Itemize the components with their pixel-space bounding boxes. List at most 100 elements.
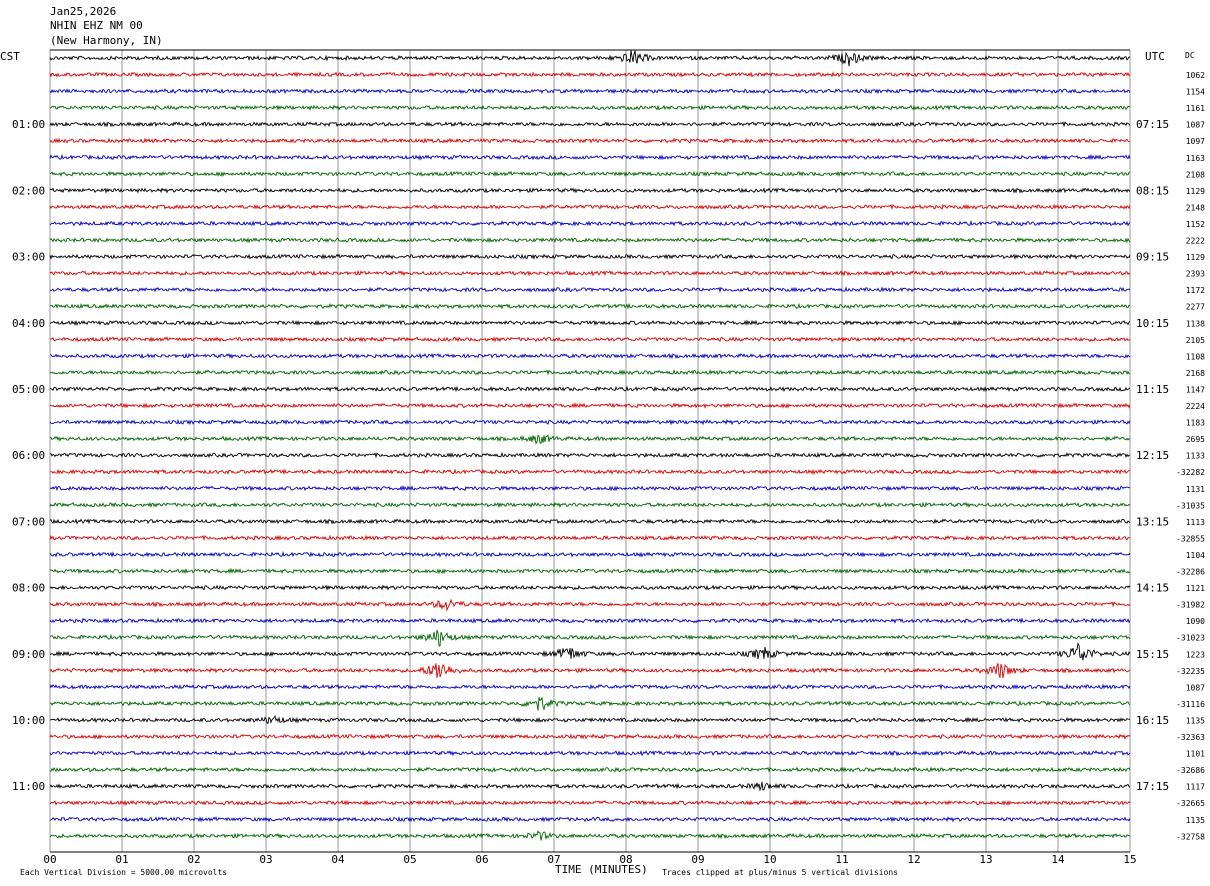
- x-tick-label: 15: [1123, 853, 1136, 866]
- trace-line-20: [49, 385, 1131, 393]
- dc-offset-label: 2695: [1186, 435, 1205, 444]
- dc-offset-label: -32686: [1176, 766, 1205, 775]
- trace-line-12: [49, 253, 1131, 260]
- x-axis-label: TIME (MINUTES): [555, 863, 648, 876]
- x-tick-label: 07: [547, 853, 560, 866]
- cst-hour-label: 11:00: [12, 780, 45, 793]
- dc-offset-label: 1129: [1186, 253, 1205, 262]
- location-label: (New Harmony, IN): [50, 34, 163, 47]
- dc-offset-label: -31116: [1176, 700, 1205, 709]
- trace-line-1: [49, 71, 1131, 78]
- cst-hour-label: 04:00: [12, 317, 45, 330]
- trace-line-4: [49, 121, 1131, 128]
- x-tick-label: 08: [619, 853, 632, 866]
- dc-offset-label: 1090: [1186, 617, 1205, 626]
- x-tick-label: 06: [475, 853, 488, 866]
- dc-offset-label: -31982: [1176, 601, 1205, 610]
- dc-offset-label: 1172: [1186, 286, 1205, 295]
- dc-offset-label: 1087: [1186, 121, 1205, 130]
- dc-offset-labels: 1062 1154 1161 1087 1097 1163 2108 1129 2148 1152…: [1176, 71, 1205, 841]
- right-timezone-label: UTC: [1145, 50, 1165, 63]
- minute-gridlines: [49, 49, 1131, 853]
- utc-hour-label: 12:15: [1136, 449, 1169, 462]
- utc-hour-label: 07:15: [1136, 118, 1169, 131]
- x-tick-label: 12: [907, 853, 920, 866]
- trace-line-25: [50, 468, 1131, 476]
- x-tick-labels: 00 01 02 03 04 05 06 07 08 09 10 11 12 13 14 15: [43, 853, 1136, 866]
- dc-offset-label: 1223: [1186, 650, 1205, 659]
- trace-line-21: [49, 402, 1131, 409]
- trace-line-6: [49, 153, 1131, 161]
- dc-header-label: DC: [1185, 51, 1195, 60]
- x-tick-label: 03: [259, 853, 272, 866]
- utc-hour-label: 13:15: [1136, 515, 1169, 528]
- trace-line-44: [49, 781, 1131, 792]
- clip-note: Traces clipped at plus/minus 5 vertical …: [662, 868, 898, 877]
- left-timezone-label: CST: [0, 50, 20, 63]
- dc-offset-label: 2224: [1186, 402, 1205, 411]
- trace-line-23: [49, 434, 1131, 445]
- dc-offset-label: -31023: [1176, 634, 1205, 643]
- trace-line-8: [49, 187, 1131, 194]
- dc-offset-label: 1117: [1186, 783, 1205, 792]
- utc-hour-label: 11:15: [1136, 383, 1169, 396]
- dc-offset-label: 2105: [1186, 336, 1205, 345]
- x-tick-label: 02: [187, 853, 200, 866]
- trace-line-34: [49, 617, 1131, 624]
- dc-offset-label: 2108: [1186, 170, 1205, 179]
- utc-hour-label: 17:15: [1136, 780, 1169, 793]
- date-label: Jan25,2026: [50, 5, 117, 18]
- dc-offset-label: 1152: [1186, 220, 1205, 229]
- dc-offset-label: -32235: [1176, 667, 1205, 676]
- dc-offset-label: -32758: [1176, 832, 1205, 841]
- scale-note: Each Vertical Division = 5000.00 microvo…: [20, 868, 227, 877]
- dc-offset-label: 1138: [1186, 319, 1205, 328]
- cst-hour-label: 03:00: [12, 251, 45, 264]
- trace-line-3: [49, 104, 1130, 111]
- dc-offset-label: 1087: [1186, 683, 1205, 692]
- dc-offset-label: 1113: [1186, 518, 1205, 527]
- dc-offset-label: 1163: [1186, 154, 1205, 163]
- trace-line-15: [49, 302, 1131, 310]
- utc-hour-label: 09:15: [1136, 251, 1169, 264]
- trace-line-24: [49, 451, 1131, 459]
- utc-hour-labels: 07:15 08:15 09:15 10:15 11:15 12:15 13:15 14:15…: [1136, 118, 1169, 793]
- dc-offset-label: 2222: [1186, 237, 1205, 246]
- trace-line-38: [49, 683, 1131, 691]
- cst-hour-label: 05:00: [12, 383, 45, 396]
- dc-offset-label: 1121: [1186, 584, 1205, 593]
- trace-line-42: [49, 749, 1131, 757]
- utc-hour-label: 16:15: [1136, 714, 1169, 727]
- trace-line-41: [49, 733, 1131, 740]
- x-tick-label: 11: [835, 853, 848, 866]
- trace-line-0: [49, 50, 1131, 67]
- x-tick-label: 01: [115, 853, 128, 866]
- trace-line-16: [49, 319, 1131, 327]
- dc-offset-label: 2168: [1186, 369, 1205, 378]
- dc-offset-label: 2148: [1186, 203, 1205, 212]
- dc-offset-label: 1062: [1186, 71, 1205, 80]
- utc-hour-label: 10:15: [1136, 317, 1169, 330]
- station-label: NHIN EHZ NM 00: [50, 19, 143, 32]
- dc-offset-label: 1154: [1186, 88, 1205, 97]
- dc-offset-label: -32855: [1176, 534, 1205, 543]
- trace-line-36: [49, 642, 1131, 661]
- cst-hour-label: 06:00: [12, 449, 45, 462]
- dc-offset-label: 1183: [1186, 419, 1205, 428]
- trace-line-29: [49, 534, 1130, 542]
- dc-offset-label: 2393: [1186, 270, 1205, 279]
- x-tick-label: 10: [763, 853, 776, 866]
- trace-line-10: [49, 220, 1131, 227]
- trace-line-26: [49, 484, 1131, 492]
- dc-offset-label: -32363: [1176, 733, 1205, 742]
- x-tick-label: 09: [691, 853, 704, 866]
- trace-line-31: [49, 567, 1131, 575]
- cst-hour-labels: 01:00 02:00 03:00 04:00 05:00 06:00 07:00 08:00…: [12, 118, 45, 793]
- trace-line-19: [49, 369, 1130, 376]
- cst-hour-label: 02:00: [12, 184, 45, 197]
- dc-offset-label: 1129: [1186, 187, 1205, 196]
- dc-offset-label: 1135: [1186, 716, 1205, 725]
- trace-line-17: [50, 336, 1131, 343]
- dc-offset-label: -32282: [1176, 468, 1205, 477]
